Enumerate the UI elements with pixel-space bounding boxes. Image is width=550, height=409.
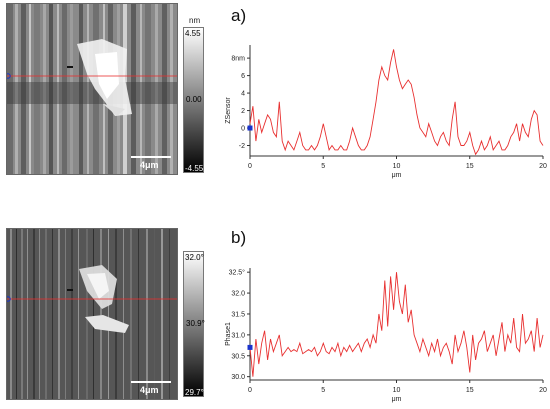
panel-b-label: b)	[231, 228, 247, 247]
phase-afm-image: 4μm	[6, 228, 178, 400]
x-tick-label: 0	[248, 387, 252, 394]
profile-start-marker	[7, 296, 11, 302]
scale-bar	[131, 156, 171, 158]
x-axis-label: μm	[392, 396, 402, 403]
x-tick-label: 10	[393, 387, 401, 394]
cursor-marker	[247, 344, 253, 350]
y-tick-label: 32.0	[231, 291, 245, 298]
height-image-raster	[7, 4, 177, 174]
scale-bar-label: 4μm	[140, 160, 159, 170]
y-tick-label: 0	[241, 126, 245, 133]
colorbar-mid: 30.9°	[186, 319, 205, 328]
height-profile-chart: 0 5 10 15 20 -2 0 2 4 6 8nm μm ZSensor	[225, 45, 547, 179]
height-afm-image: 4μm	[6, 3, 178, 175]
y-tick-label: 32.5°	[229, 269, 246, 277]
x-axis-label: μm	[392, 172, 402, 179]
scale-bar-label: 4μm	[140, 385, 159, 395]
x-tick-label: 15	[466, 163, 474, 170]
colorbar-max: 4.55	[185, 29, 201, 38]
y-axis-label: Phase1	[225, 322, 232, 346]
height-colorbar	[183, 27, 204, 173]
x-tick-label: 0	[248, 163, 252, 170]
x-tick-label: 15	[466, 387, 474, 394]
y-tick-label: 30.0	[231, 374, 245, 381]
y-tick-label: -2	[239, 143, 245, 150]
profile-series-line	[249, 272, 544, 377]
cursor-marker	[247, 125, 253, 131]
y-tick-label: 8nm	[231, 56, 245, 63]
profile-start-marker	[7, 73, 11, 79]
x-tick-label: 5	[321, 163, 325, 170]
colorbar-min: 29.7°	[185, 388, 204, 397]
x-tick-label: 20	[539, 387, 547, 394]
colorbar-mid: 0.00	[186, 95, 202, 104]
profile-series-line	[249, 49, 544, 156]
phase-profile-chart: 0 5 10 15 20 30.0 30.5 31.0 31.5 32.0 32.5° μm Phase…	[225, 268, 547, 403]
y-tick-label: 6	[241, 73, 245, 80]
colorbar-max: 32.0°	[185, 253, 204, 262]
x-tick-label: 20	[539, 163, 547, 170]
y-tick-label: 31.5	[231, 311, 245, 318]
x-tick-label: 10	[393, 163, 401, 170]
phase-colorbar	[183, 251, 204, 397]
y-tick-label: 4	[241, 91, 245, 98]
y-axis-label: ZSensor	[225, 97, 232, 124]
panel-a-label: a)	[231, 6, 247, 25]
y-tick-label: 31.0	[231, 332, 245, 339]
x-tick-label: 5	[321, 387, 325, 394]
phase-image-raster	[7, 229, 177, 399]
colorbar-unit: nm	[189, 16, 201, 25]
scale-bar	[131, 381, 171, 383]
colorbar-min: -4.55	[185, 164, 204, 173]
y-tick-label: 2	[241, 108, 245, 115]
y-tick-label: 30.5	[231, 353, 245, 360]
